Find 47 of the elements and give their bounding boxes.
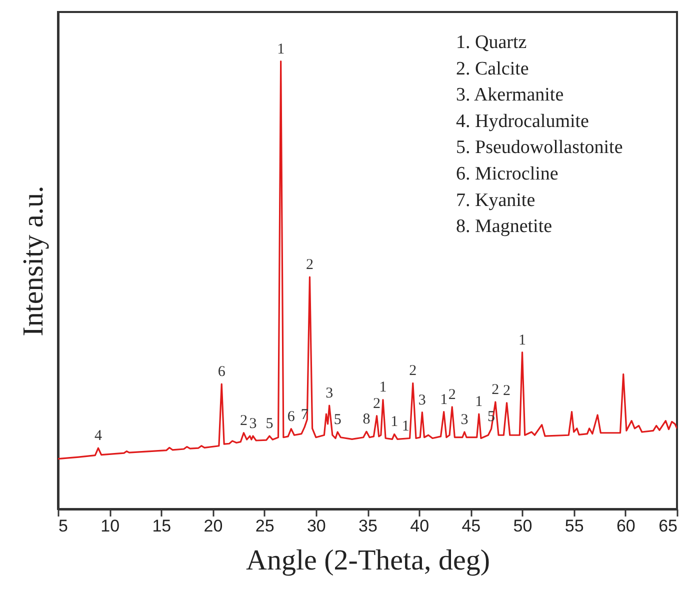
x-tick-label: 65 xyxy=(658,516,678,536)
annotation: 3 xyxy=(418,392,426,408)
x-tick-label: 50 xyxy=(513,516,532,536)
x-tick-label: 25 xyxy=(255,516,274,536)
x-tick-label: 5 xyxy=(58,516,68,536)
x-tick-label: 15 xyxy=(152,516,172,536)
annotation: 2 xyxy=(492,382,500,398)
annotation: 2 xyxy=(373,396,381,412)
x-tick-label: 30 xyxy=(306,516,326,536)
x-tick-label: 40 xyxy=(410,516,430,536)
annotation: 1 xyxy=(379,380,387,396)
annotation: 3 xyxy=(326,386,334,402)
annotation: 5. Pseudowollastonite xyxy=(456,137,623,158)
x-tick-label: 55 xyxy=(564,516,584,536)
annotation: 2. Calcite xyxy=(456,58,529,80)
annotation: 1 xyxy=(277,41,285,58)
annotation: 6. Microcline xyxy=(456,164,558,184)
annotation: 5 xyxy=(334,412,342,428)
annotation: 3 xyxy=(460,412,468,428)
annotation: 2 xyxy=(240,412,248,429)
annotation: 6 xyxy=(287,408,296,425)
annotation: 1 xyxy=(518,332,526,348)
annotation: 1 xyxy=(390,414,398,430)
annotation: 4. Hydrocalumite xyxy=(456,110,589,132)
annotation: 1 xyxy=(402,418,410,434)
x-tick-label: 60 xyxy=(616,516,636,536)
x-axis-title: Angle (2-Theta, deg) xyxy=(246,544,490,576)
annotation: 2 xyxy=(409,363,417,380)
x-tick-label: 20 xyxy=(204,516,223,536)
annotation: 2 xyxy=(503,382,511,399)
annotation: 3. Akermanite xyxy=(456,84,564,106)
annotation: 3 xyxy=(249,416,257,432)
annotation: 1 xyxy=(475,394,483,410)
annotation: 1 xyxy=(440,392,448,408)
annotation: 6 xyxy=(218,364,226,380)
annotation: 8. Magnetite xyxy=(456,216,552,238)
text: 1. Quartz xyxy=(456,32,527,53)
annotation: 8 xyxy=(362,412,370,428)
annotation: 4 xyxy=(94,428,102,444)
x-tick-label: 45 xyxy=(462,516,481,536)
annotation: 7. Kyanite xyxy=(456,190,536,211)
x-tick-label: 35 xyxy=(358,516,378,536)
y-axis-title: Intensity a.u. xyxy=(18,186,50,336)
x-tick-label: 10 xyxy=(100,516,120,536)
annotation: 5 xyxy=(266,416,274,432)
annotation: 2 xyxy=(448,386,456,403)
annotation: 2 xyxy=(306,257,314,274)
